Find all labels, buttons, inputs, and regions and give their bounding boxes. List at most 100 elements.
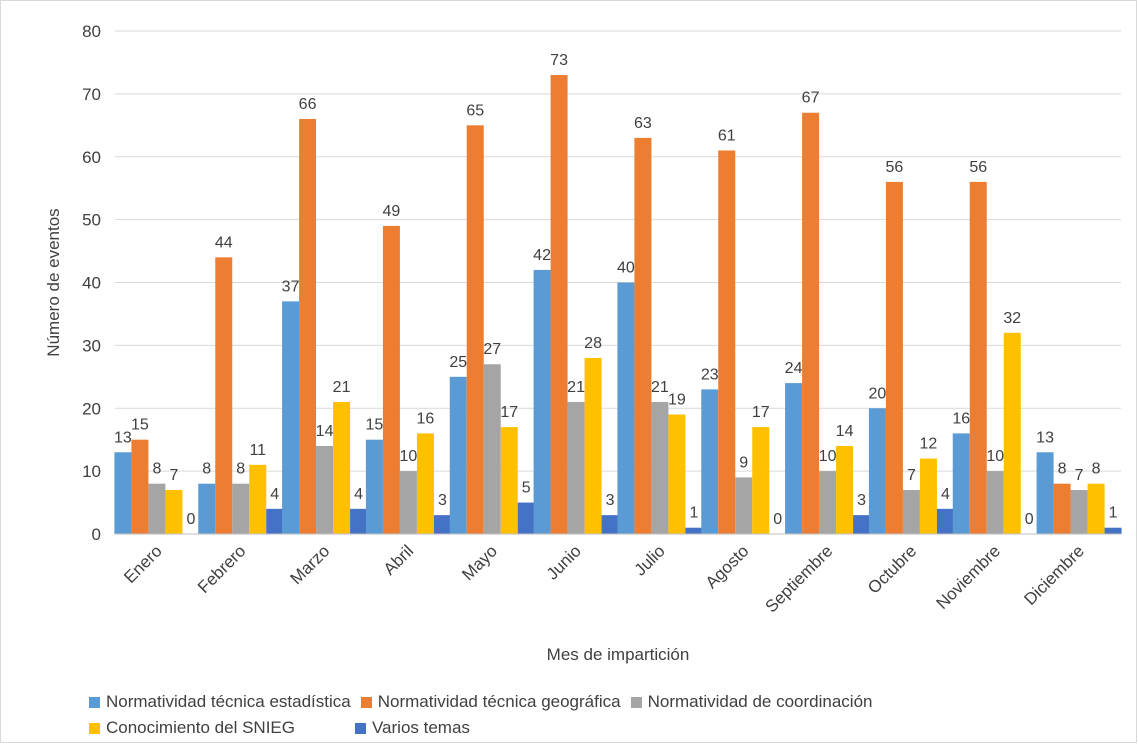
bar (752, 427, 770, 534)
bar (114, 452, 132, 534)
data-label: 16 (417, 410, 435, 427)
x-tick-label: Julio (631, 541, 669, 579)
bar (919, 458, 937, 534)
bar (567, 401, 585, 534)
bar (198, 483, 216, 534)
data-label: 7 (907, 467, 916, 484)
data-label: 7 (1075, 467, 1084, 484)
bar (868, 408, 886, 534)
bar (517, 502, 535, 534)
bar (266, 508, 284, 534)
bar (601, 515, 619, 534)
legend-label-estadistica: Normatividad técnica estadística (106, 692, 351, 711)
data-label: 25 (449, 354, 467, 371)
bar (701, 389, 719, 534)
data-label: 37 (282, 278, 300, 295)
bar (1053, 483, 1071, 534)
bar (550, 75, 568, 534)
data-label: 0 (773, 511, 782, 528)
bar (735, 477, 753, 534)
data-label: 21 (651, 379, 669, 396)
data-label: 15 (366, 417, 384, 434)
data-label: 8 (1058, 461, 1067, 478)
data-label: 24 (785, 360, 803, 377)
bar (382, 225, 400, 534)
x-tick-label: Marzo (287, 541, 334, 588)
data-label: 4 (270, 486, 279, 503)
bar (1003, 332, 1021, 534)
bar (365, 439, 383, 534)
bar (148, 483, 166, 534)
data-label: 10 (986, 448, 1004, 465)
bar (433, 515, 451, 534)
data-label: 66 (299, 96, 317, 113)
bar (853, 515, 871, 534)
bar (316, 445, 334, 534)
legend-label-varios: Varios temas (371, 718, 470, 737)
bar (885, 181, 903, 534)
legend-item-estadistica: Normatividad técnica estadística (89, 692, 351, 712)
legend-row: Normatividad técnica estadística Normati… (89, 689, 1129, 715)
x-tick-label: Agosto (702, 541, 753, 592)
bar (819, 471, 837, 534)
bar (1070, 489, 1088, 534)
legend-label-snieg: Conocimiento del SNIEG (106, 718, 295, 737)
legend-item-snieg: Conocimiento del SNIEG (89, 718, 295, 738)
bar (350, 508, 368, 534)
x-tick-label: Mayo (458, 541, 501, 584)
data-label: 5 (522, 480, 531, 497)
y-tick-label: 70 (82, 85, 101, 104)
x-axis-ticks: Enero Febrero Marzo Abril Mayo Junio Julio Agos… (120, 541, 1088, 616)
y-tick-label: 50 (82, 211, 101, 230)
data-label: 3 (606, 492, 615, 509)
legend-label-geografica: Normatividad técnica geográfica (377, 692, 621, 711)
y-tick-label: 80 (82, 22, 101, 41)
legend-swatch-coordinacion (630, 696, 642, 708)
data-label: 56 (886, 159, 904, 176)
data-label: 44 (215, 234, 233, 251)
data-label: 28 (584, 335, 602, 352)
data-label: 8 (202, 461, 211, 478)
bar (165, 489, 183, 534)
legend-swatch-estadistica (89, 696, 100, 708)
data-label: 13 (1036, 429, 1054, 446)
data-label: 1 (1109, 505, 1118, 522)
legend-swatch-geografica (360, 696, 372, 708)
legend-swatch-varios (354, 722, 366, 734)
y-tick-label: 20 (82, 399, 101, 418)
y-axis-ticks: 0 10 20 30 40 50 60 70 80 (82, 22, 101, 544)
bar (718, 150, 736, 534)
bar (500, 427, 518, 534)
data-label: 67 (802, 90, 820, 107)
data-label: 7 (169, 467, 178, 484)
data-label: 1 (689, 505, 698, 522)
bar (131, 439, 149, 534)
bar (902, 489, 920, 534)
bar (836, 445, 854, 534)
data-label: 17 (500, 404, 518, 421)
data-label: 42 (533, 247, 551, 264)
data-label: 0 (1025, 511, 1034, 528)
data-label: 56 (969, 159, 987, 176)
data-label: 16 (952, 410, 970, 427)
x-tick-label: Enero (120, 541, 166, 587)
bar (802, 112, 820, 535)
legend-swatch-snieg (89, 722, 100, 734)
bar (333, 401, 351, 534)
data-label: 63 (634, 115, 652, 132)
data-label: 10 (819, 448, 837, 465)
data-label: 17 (752, 404, 770, 421)
data-label: 10 (400, 448, 418, 465)
legend-row: Conocimiento del SNIEG Varios temas (89, 715, 1129, 741)
y-tick-label: 0 (92, 525, 101, 544)
bar (1087, 483, 1105, 534)
y-axis-title: Número de eventos (44, 208, 63, 356)
bar (483, 364, 501, 534)
legend: Normatividad técnica estadística Normati… (89, 689, 1129, 741)
bar (651, 401, 669, 534)
x-axis-title: Mes de impartición (547, 645, 690, 664)
bar (1036, 452, 1054, 534)
data-label: 13 (114, 429, 132, 446)
bar (232, 483, 250, 534)
